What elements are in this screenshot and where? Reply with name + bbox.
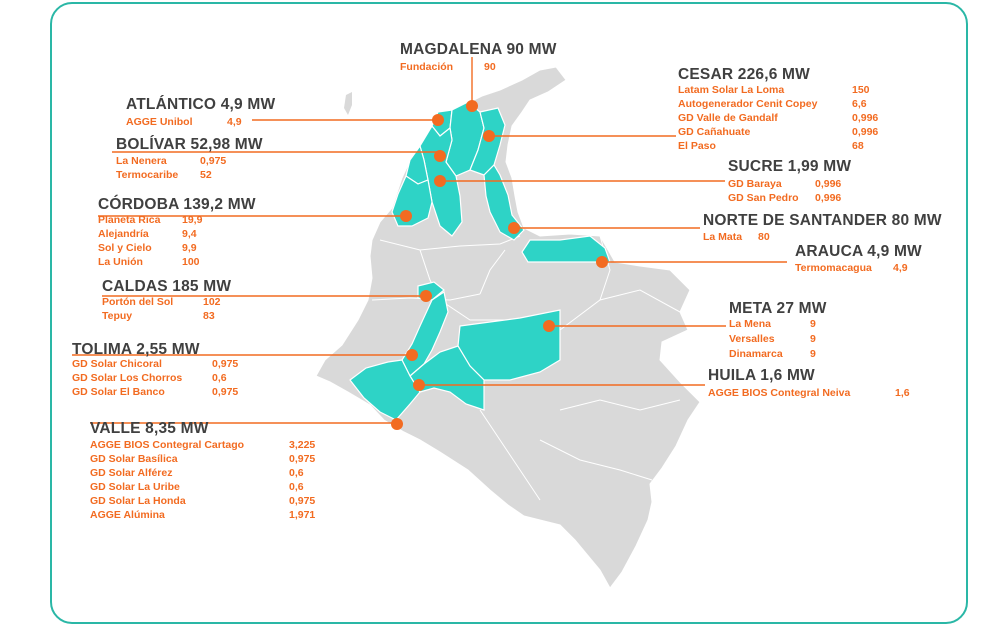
plant-capacity: 0,6: [212, 372, 227, 384]
location-dot-valle[interactable]: [391, 418, 403, 430]
plant-name: Termomacagua: [795, 262, 872, 274]
plant-name: GD Solar La Honda: [90, 495, 186, 507]
plant-name: Tepuy: [102, 310, 133, 322]
plant-capacity: 9: [810, 318, 816, 330]
plant-name: AGGE Alúmina: [90, 509, 165, 521]
plant-capacity: 6,6: [852, 98, 867, 110]
plant-name: GD Cañahuate: [678, 126, 751, 138]
plant-name: La Unión: [98, 256, 143, 268]
plant-name: GD Solar Alférez: [90, 467, 173, 479]
region-huila: [409, 345, 485, 411]
region-norte-de-santander: [483, 164, 525, 241]
plant-name: AGGE BIOS Contegral Cartago: [90, 439, 245, 451]
plant-name: La Mena: [729, 318, 772, 330]
region-title-arauca: ARAUCA 4,9 MW: [795, 243, 922, 260]
plant-name: Planeta Rica: [98, 214, 161, 226]
plant-capacity: 0,975: [289, 495, 316, 507]
plant-capacity: 0,6: [289, 467, 304, 479]
plant-name: La Mata: [703, 231, 743, 243]
plant-capacity: 68: [852, 140, 864, 152]
plant-capacity: 3,225: [289, 439, 316, 451]
plant-capacity: 52: [200, 169, 212, 181]
plant-capacity: 9,4: [182, 228, 197, 240]
location-dot-bolivar[interactable]: [434, 150, 446, 162]
region-title-atlantico: ATLÁNTICO 4,9 MW: [126, 96, 276, 113]
plant-name: Latam Solar La Loma: [678, 84, 785, 96]
plant-name: Alejandría: [98, 228, 149, 240]
region-title-cesar: CESAR 226,6 MW: [678, 66, 810, 83]
plant-name: AGGE BIOS Contegral Neiva: [708, 387, 851, 399]
region-title-sucre: SUCRE 1,99 MW: [728, 158, 852, 175]
region-title-bolivar: BOLÍVAR 52,98 MW: [116, 136, 263, 153]
location-dot-cordoba[interactable]: [400, 210, 412, 222]
location-dot-sucre[interactable]: [434, 175, 446, 187]
department-borders: [371, 235, 681, 501]
plant-capacity: 0,975: [212, 358, 239, 370]
location-dot-tolima[interactable]: [406, 349, 418, 361]
plant-name: GD Solar El Banco: [72, 386, 165, 398]
plant-name: GD Solar La Uribe: [90, 481, 180, 493]
plant-capacity: 0,996: [815, 192, 842, 204]
location-dot-meta[interactable]: [543, 320, 555, 332]
plant-capacity: 9: [810, 348, 816, 360]
san-andres-island: [344, 92, 352, 115]
plant-capacity: 150: [852, 84, 870, 96]
region-title-valle: VALLE 8,35 MW: [90, 420, 209, 437]
plant-capacity: 102: [203, 296, 221, 308]
plant-name: Versalles: [729, 333, 775, 345]
location-dot-huila[interactable]: [413, 379, 425, 391]
map-frame: [50, 2, 968, 624]
plant-name: El Paso: [678, 140, 716, 152]
plant-capacity: 9,9: [182, 242, 197, 254]
plant-name: GD San Pedro: [728, 192, 799, 204]
plant-name: Fundación: [400, 61, 454, 73]
location-dot-cesar[interactable]: [483, 130, 495, 142]
plant-capacity: 0,996: [852, 112, 879, 124]
plant-name: GD Solar Basílica: [90, 453, 178, 465]
plant-name: GD Baraya: [728, 178, 782, 190]
plant-name: Dinamarca: [729, 348, 783, 360]
plant-name: GD Valle de Gandalf: [678, 112, 778, 124]
region-title-caldas: CALDAS 185 MW: [102, 278, 232, 295]
plant-name: Autogenerador Cenit Copey: [678, 98, 818, 110]
plant-capacity: 19,9: [182, 214, 203, 226]
region-title-magdalena: MAGDALENA 90 MW: [400, 41, 557, 58]
highlighted-departments: [349, 101, 611, 421]
region-title-huila: HUILA 1,6 MW: [708, 367, 815, 384]
location-dot-arauca[interactable]: [596, 256, 608, 268]
plant-capacity: 100: [182, 256, 200, 268]
plant-capacity: 80: [758, 231, 770, 243]
plant-name: La Nenera: [116, 155, 167, 167]
plant-capacity: 0,975: [200, 155, 227, 167]
plant-capacity: 4,9: [227, 116, 242, 128]
region-title-norte_santander: NORTE DE SANTANDER 80 MW: [703, 212, 942, 229]
plant-capacity: 1,971: [289, 509, 316, 521]
region-arauca: [521, 235, 611, 263]
plant-name: GD Solar Los Chorros: [72, 372, 183, 384]
location-dot-caldas[interactable]: [420, 290, 432, 302]
plant-name: Sol y Cielo: [98, 242, 152, 254]
plant-name: GD Solar Chicoral: [72, 358, 162, 370]
plant-capacity: 83: [203, 310, 215, 322]
region-title-cordoba: CÓRDOBA 139,2 MW: [98, 196, 256, 213]
plant-capacity: 0,6: [289, 481, 304, 493]
plant-capacity: 90: [484, 61, 496, 73]
plant-name: AGGE Unibol: [126, 116, 193, 128]
region-title-tolima: TOLIMA 2,55 MW: [72, 341, 200, 358]
region-title-meta: META 27 MW: [729, 300, 827, 317]
plant-capacity: 1,6: [895, 387, 910, 399]
location-dot-norte_santander[interactable]: [508, 222, 520, 234]
location-dot-magdalena[interactable]: [466, 100, 478, 112]
plant-capacity: 0,996: [852, 126, 879, 138]
plant-capacity: 4,9: [893, 262, 908, 274]
plant-capacity: 0,975: [289, 453, 316, 465]
plant-name: Portón del Sol: [102, 296, 174, 308]
location-dot-atlantico[interactable]: [432, 114, 444, 126]
plant-name: Termocaribe: [116, 169, 179, 181]
plant-capacity: 9: [810, 333, 816, 345]
plant-capacity: 0,975: [212, 386, 239, 398]
plant-capacity: 0,996: [815, 178, 842, 190]
